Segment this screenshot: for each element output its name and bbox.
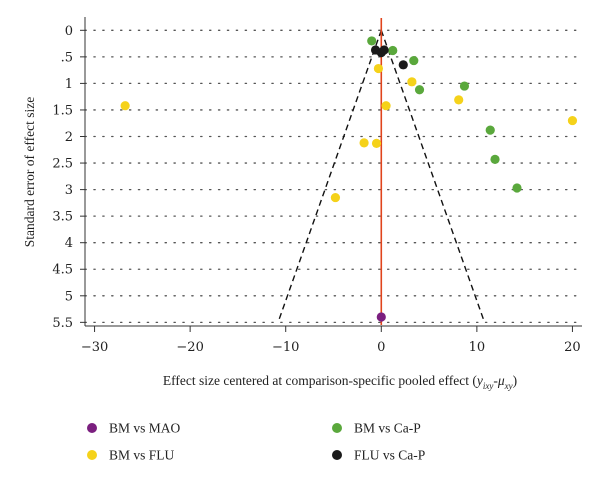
x-tick-label-3: 0 xyxy=(377,340,385,355)
y-tick-label-0: 0 xyxy=(65,24,73,39)
x-axis-label-y: y xyxy=(475,373,483,388)
legend-label-0: BM vs MAO xyxy=(109,421,181,436)
legend-marker-3 xyxy=(332,450,342,460)
x-axis-label-minus: - xyxy=(493,373,498,388)
x-tick-label-2: −10 xyxy=(272,340,299,355)
point-series1-1 xyxy=(388,45,398,56)
y-tick-label-9: 4.5 xyxy=(52,263,73,278)
point-series2-1 xyxy=(373,63,384,74)
x-axis-label-close: ) xyxy=(513,373,518,388)
point-series1-5 xyxy=(485,125,495,135)
y-tick-label-4: 2 xyxy=(65,130,73,145)
y-tick-label-10: 5 xyxy=(65,289,73,304)
point-series2-5 xyxy=(567,115,578,126)
legend-marker-0 xyxy=(87,423,97,433)
point-series2-0 xyxy=(120,101,130,111)
data-points xyxy=(120,36,578,322)
x-tick-label-1: −20 xyxy=(176,340,203,355)
y-tick-label-8: 4 xyxy=(65,236,73,251)
point-series2-6 xyxy=(359,138,369,148)
funnel-left-boundary xyxy=(277,30,382,323)
y-tick-label-1: .5 xyxy=(61,50,73,65)
point-series1-7 xyxy=(512,183,522,193)
x-axis-label-main: Effect size centered at comparison-speci… xyxy=(163,373,477,388)
y-tick-label-3: 1.5 xyxy=(52,103,73,118)
point-series2-4 xyxy=(454,95,464,105)
legend-marker-1 xyxy=(332,423,342,433)
point-series3-2 xyxy=(379,45,389,55)
y-tick-label-2: 1 xyxy=(65,77,73,92)
point-series1-0 xyxy=(367,36,377,46)
point-series1-2 xyxy=(409,55,419,66)
legend-label-3: FLU vs Ca-P xyxy=(354,448,425,463)
y-tick-label-7: 3.5 xyxy=(52,210,73,225)
axes: 0 .5 1 1.5 2 2.5 3 3.5 4 4.5 5 5.5 −30 −20 −10 0 10 20 xyxy=(52,17,582,355)
point-series2-8 xyxy=(330,192,341,203)
point-series1-3 xyxy=(414,85,425,95)
point-series3-3 xyxy=(398,60,408,70)
y-tick-label-6: 3 xyxy=(65,183,73,198)
x-tick-label-5: 20 xyxy=(564,340,581,355)
y-axis-label: Standard error of effect size xyxy=(22,97,37,247)
legend: BM vs MAO BM vs Ca-P BM vs FLU FLU vs Ca-P xyxy=(87,421,425,463)
x-axis-label-y-sub: ixy xyxy=(483,381,494,391)
x-tick-label-0: −30 xyxy=(81,340,108,355)
x-axis-label-mu-sub: xy xyxy=(504,381,513,391)
legend-label-1: BM vs Ca-P xyxy=(354,421,421,436)
point-series2-2 xyxy=(381,101,391,111)
y-tick-label-5: 2.5 xyxy=(52,157,73,172)
point-series0-0 xyxy=(376,312,386,322)
funnel-right-boundary xyxy=(380,30,486,323)
x-tick-label-4: 10 xyxy=(469,340,486,355)
x-axis-label: Effect size centered at comparison-speci… xyxy=(163,373,517,391)
x-axis-label-mu: μ xyxy=(497,373,505,388)
legend-marker-2 xyxy=(87,450,97,460)
point-series2-7 xyxy=(371,138,382,149)
point-series1-4 xyxy=(459,81,470,91)
point-series1-6 xyxy=(490,154,500,164)
funnel-boundaries xyxy=(277,30,486,323)
legend-label-2: BM vs FLU xyxy=(109,448,175,463)
y-tick-label-11: 5.5 xyxy=(52,316,73,331)
point-series2-3 xyxy=(407,77,417,87)
grid-lines xyxy=(84,29,583,323)
